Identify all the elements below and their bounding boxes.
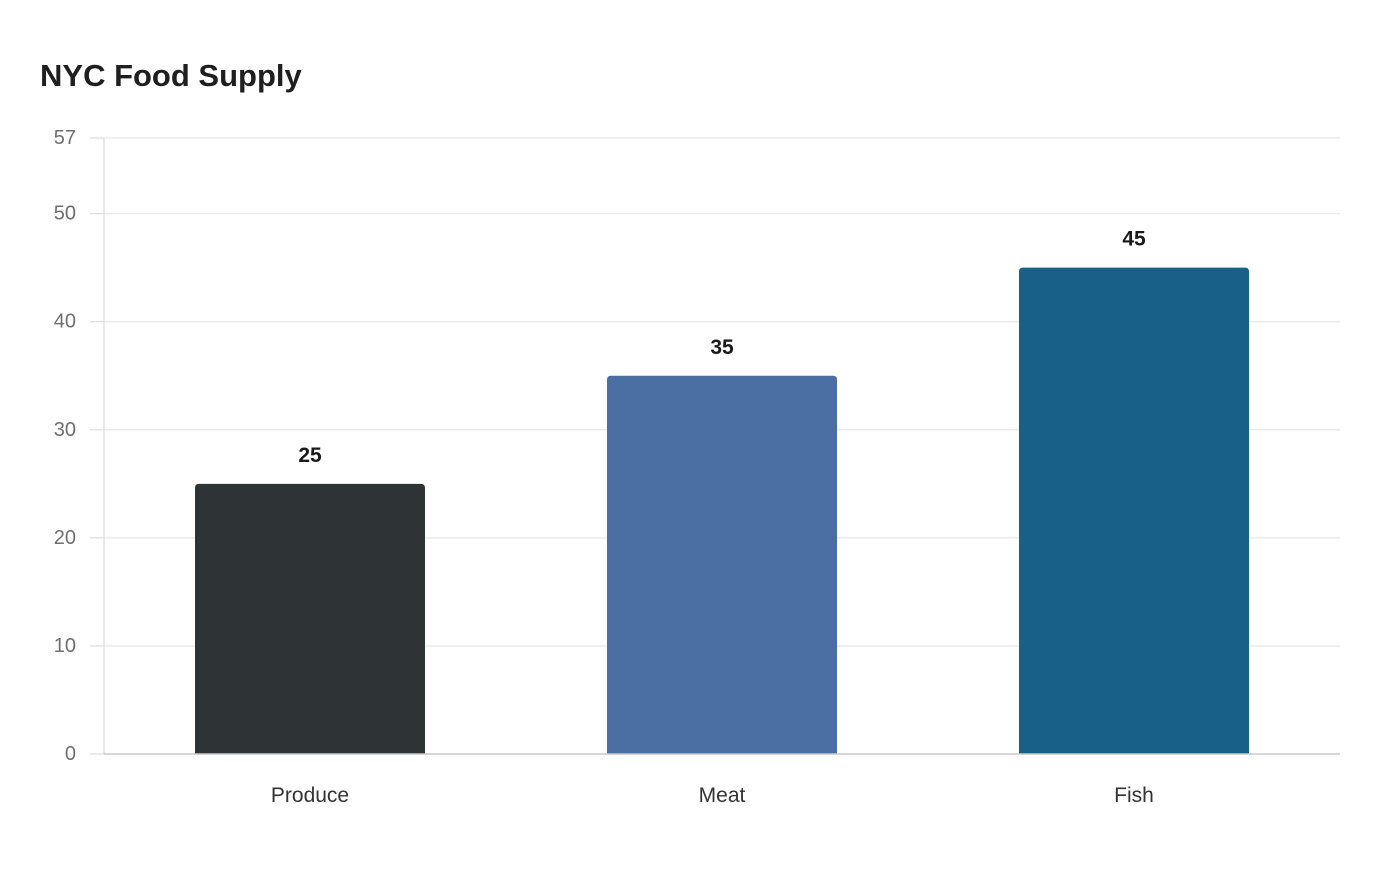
y-tick-label: 50	[54, 203, 76, 225]
y-tick-label: 40	[54, 311, 76, 333]
category-label-meat: Meat	[699, 784, 746, 807]
y-tick-label: 20	[54, 527, 76, 549]
bars	[195, 267, 1249, 754]
value-label-produce: 25	[298, 444, 322, 467]
y-tick-label: 57	[54, 127, 76, 149]
value-labels: 25 35 45	[298, 228, 1146, 467]
bar-meat	[607, 375, 837, 754]
value-label-meat: 35	[710, 336, 734, 359]
chart-title: NYC Food Supply	[40, 58, 302, 93]
y-tick-label: 0	[65, 743, 76, 765]
category-label-produce: Produce	[271, 784, 349, 807]
bar-fish	[1019, 267, 1249, 754]
value-label-fish: 45	[1122, 228, 1146, 251]
category-label-fish: Fish	[1114, 784, 1154, 807]
y-axis-ticks: 0 10 20 30 40 50 57	[54, 127, 104, 765]
y-tick-label: 30	[54, 419, 76, 441]
category-labels: Produce Meat Fish	[271, 784, 1154, 807]
bar-produce	[195, 483, 425, 754]
y-tick-label: 10	[54, 635, 76, 657]
